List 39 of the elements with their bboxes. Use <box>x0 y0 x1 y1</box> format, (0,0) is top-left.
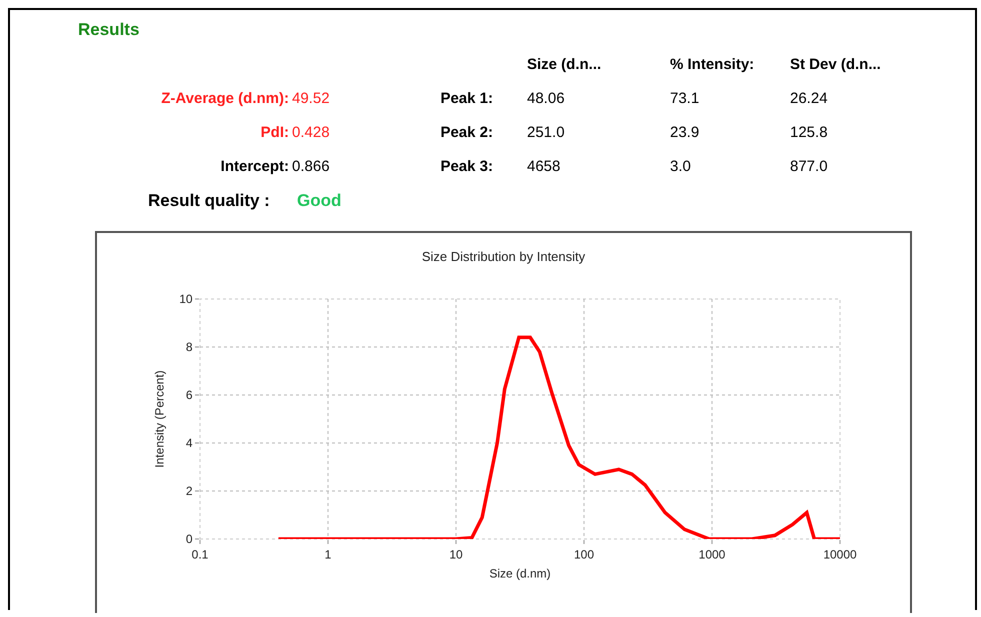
text: Intercept: <box>220 158 289 175</box>
x-tick-label: 100 <box>574 547 594 562</box>
text: 23.9 <box>670 124 700 141</box>
text: Result quality : <box>148 191 271 210</box>
x-tick-label: 10000 <box>823 547 858 562</box>
text: Results <box>78 20 140 40</box>
text: Peak 2: <box>440 124 493 141</box>
text: 73.1 <box>670 90 700 107</box>
y-tick-label: 4 <box>186 436 193 450</box>
text: 4658 <box>527 158 560 175</box>
y-tick-label: 2 <box>186 484 193 498</box>
y-tick-label: 0 <box>186 532 193 546</box>
text: Size (d.n... <box>527 56 602 73</box>
text: 251.0 <box>527 124 565 141</box>
x-tick-label: 1000 <box>698 547 726 562</box>
text: Z-Average (d.nm): <box>161 90 289 107</box>
text: 0.866 <box>292 158 330 175</box>
text: 3.0 <box>670 158 691 175</box>
text: Peak 3: <box>440 158 493 175</box>
x-tick-label: 10 <box>449 547 463 562</box>
x-axis-title: Size (d.nm) <box>489 566 551 580</box>
text: 877.0 <box>790 158 828 175</box>
text: % Intensity: <box>670 56 754 73</box>
text: 48.06 <box>527 90 565 107</box>
text: St Dev (d.n... <box>790 56 881 73</box>
text: 26.24 <box>790 90 828 107</box>
text: PdI: <box>260 124 289 141</box>
chart-title: Size Distribution by Intensity <box>422 249 586 264</box>
text: 49.52 <box>292 90 330 107</box>
x-tick-label: 1 <box>324 547 332 562</box>
y-tick-label: 6 <box>186 388 193 402</box>
text: 0.428 <box>292 124 330 141</box>
x-tick-label: 0.1 <box>192 547 209 562</box>
text: 125.8 <box>790 124 828 141</box>
y-tick-label: 10 <box>179 292 193 306</box>
text: Good <box>297 191 342 211</box>
y-axis-title: Intensity (Percent) <box>152 370 167 468</box>
text: Peak 1: <box>440 90 493 107</box>
y-tick-label: 8 <box>186 340 193 354</box>
